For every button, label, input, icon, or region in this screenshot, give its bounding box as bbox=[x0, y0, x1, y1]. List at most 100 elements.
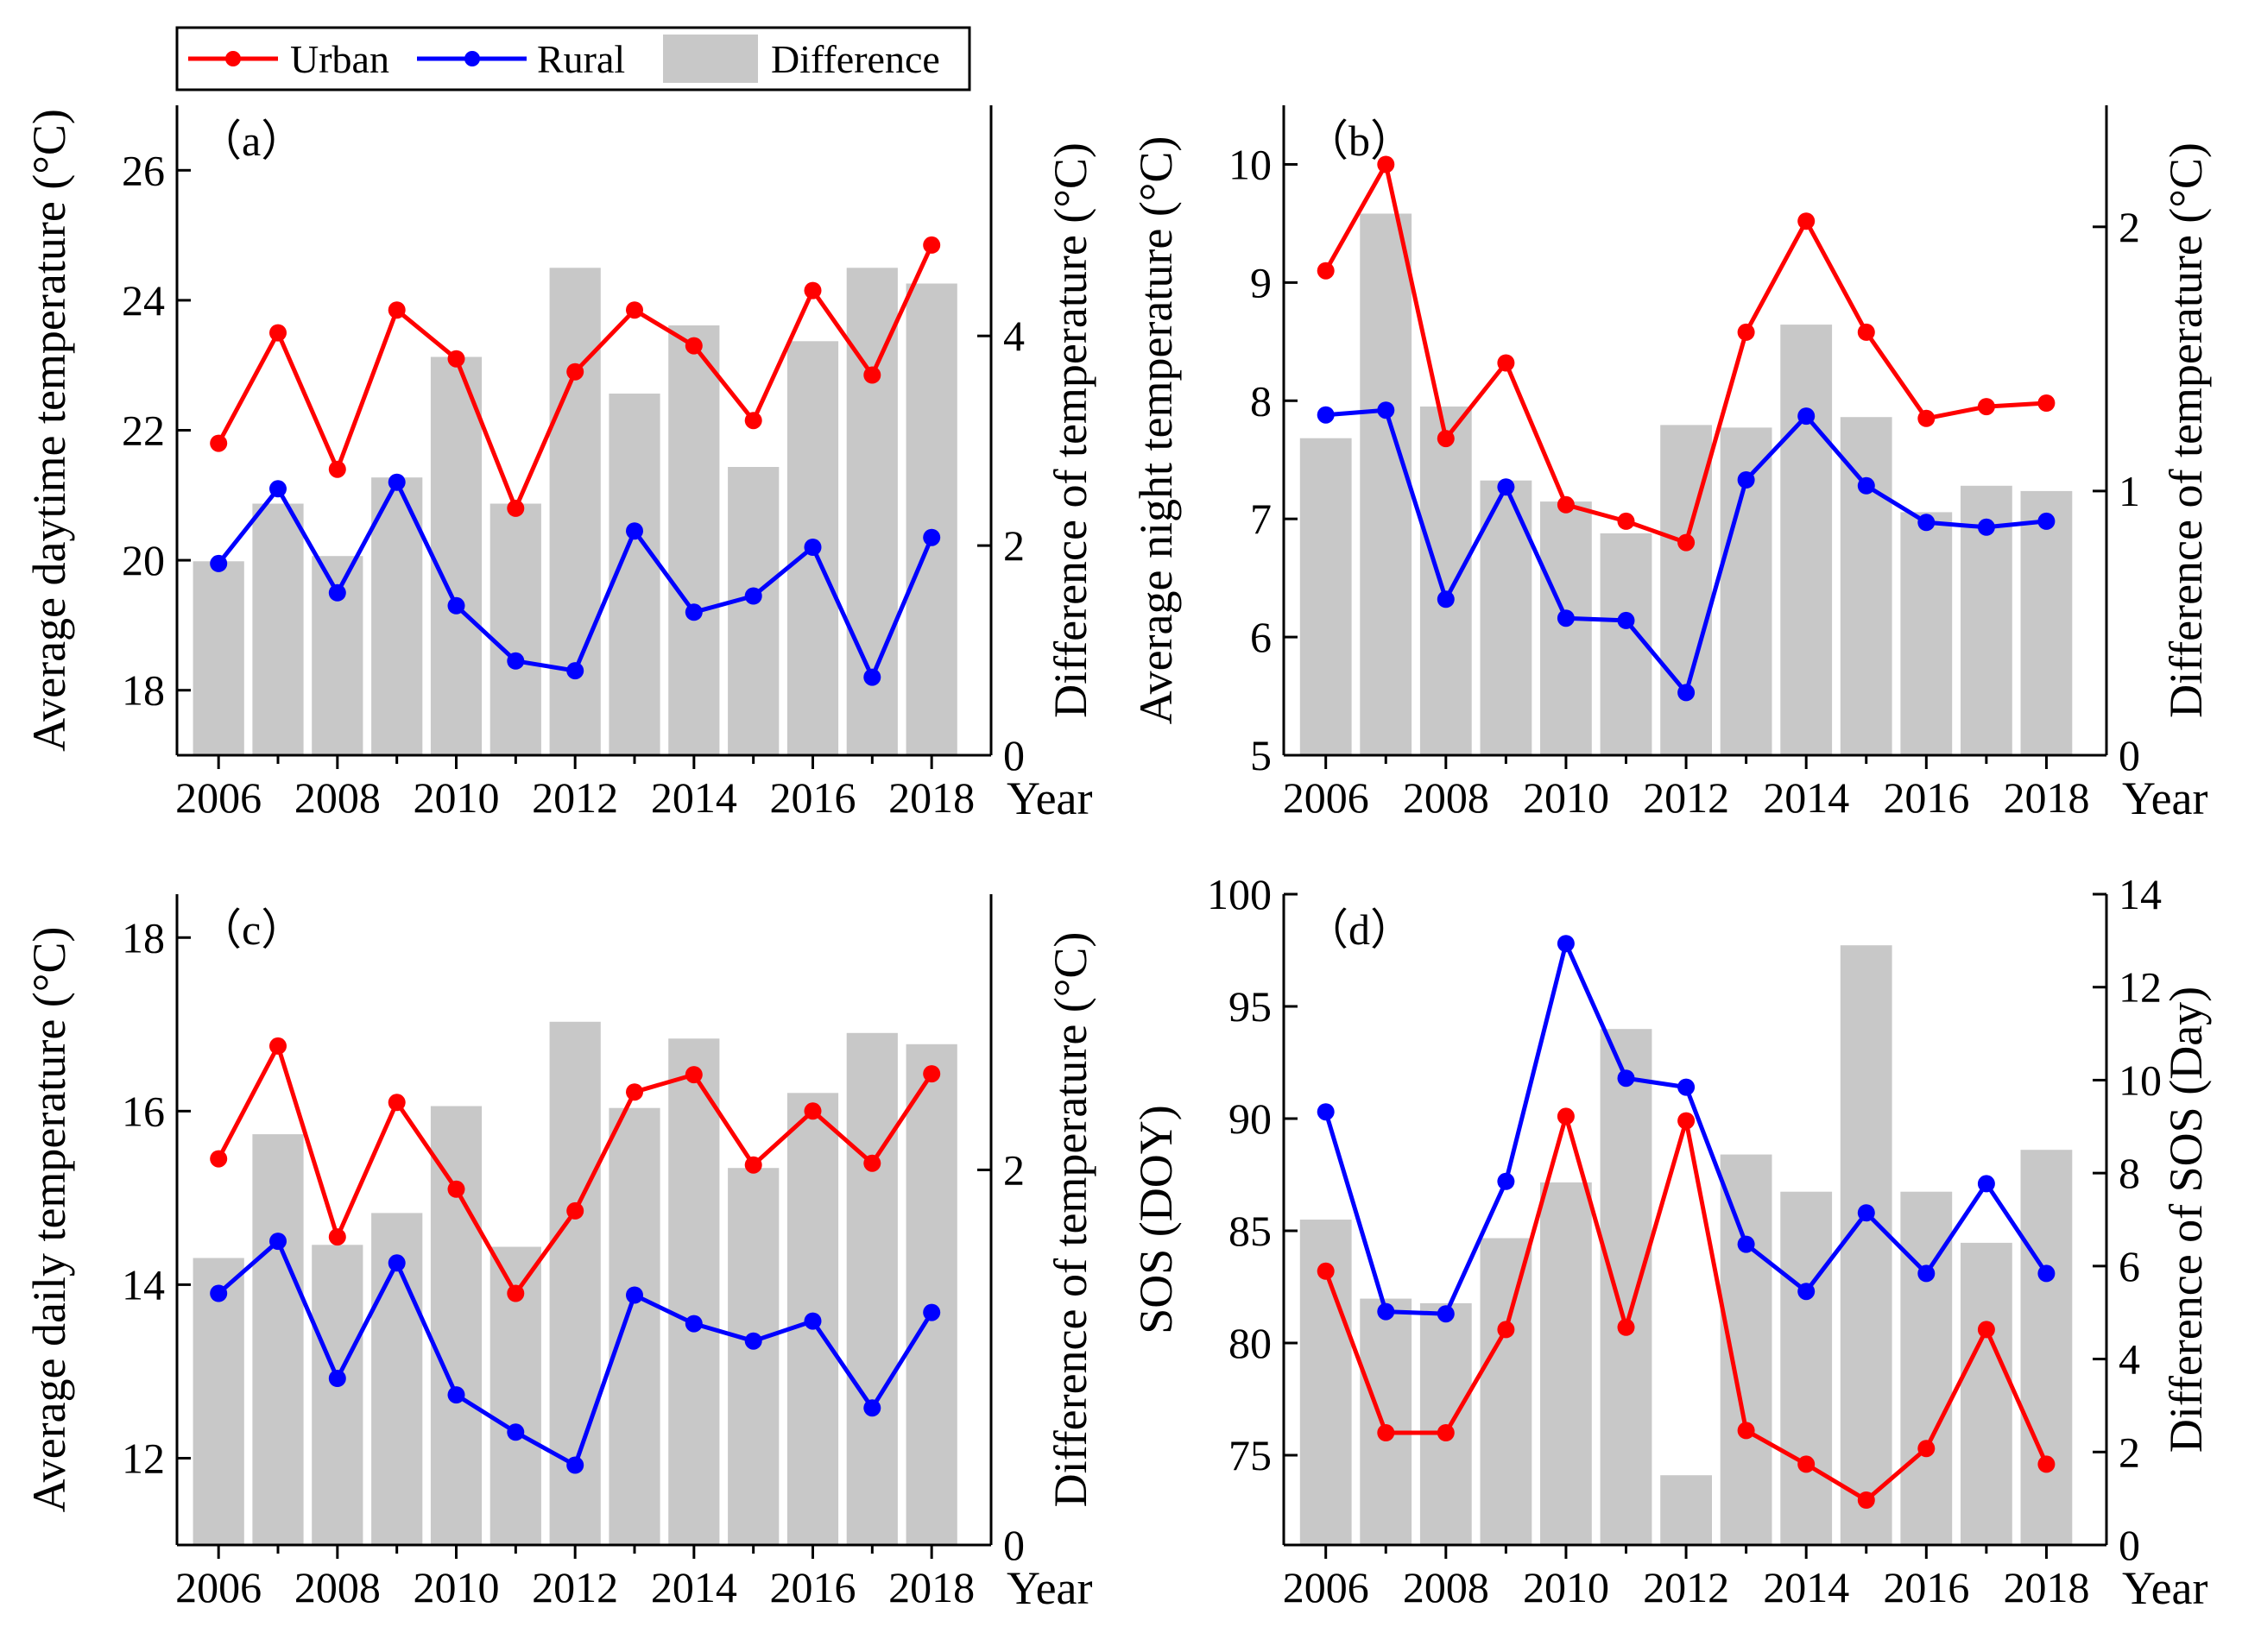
panel-a-x-tick-label-2010: 2010 bbox=[414, 773, 500, 822]
panel-c-left-tick-label: 18 bbox=[122, 913, 165, 962]
panel-c-bar-2018 bbox=[906, 1044, 957, 1545]
legend-difference-label: Difference bbox=[771, 37, 940, 81]
legend-urban-marker bbox=[225, 51, 241, 66]
panel-a-bar-2012 bbox=[549, 268, 601, 756]
panel-d-right-tick-label: 6 bbox=[2119, 1242, 2140, 1290]
panel-d-x-title: Year bbox=[2122, 1562, 2208, 1614]
panel-b-left-tick-label: 8 bbox=[1250, 376, 1272, 425]
panel-d-bars bbox=[1299, 945, 2073, 1545]
panel-a-x-tick-label-2008: 2008 bbox=[294, 773, 381, 822]
panel-d-urban-point-2014 bbox=[1797, 1455, 1816, 1473]
panel-c-rural-point-2010 bbox=[447, 1386, 465, 1404]
panel-c-urban-point-2018 bbox=[923, 1065, 941, 1083]
panel-d-x-tick-label-2018: 2018 bbox=[2003, 1563, 2089, 1611]
panel-d-bar-2018 bbox=[2020, 1150, 2073, 1545]
panel-d-bar-2014 bbox=[1780, 1191, 1833, 1545]
panel-c-urban-point-2010 bbox=[447, 1180, 465, 1198]
panel-d-right-tick-label: 10 bbox=[2119, 1056, 2162, 1104]
panel-b-urban-point-2006 bbox=[1317, 262, 1335, 280]
panel-d-left-tick-label: 85 bbox=[1228, 1207, 1272, 1255]
panel-c-urban-point-2006 bbox=[210, 1150, 228, 1168]
panel-d-rural-point-2016 bbox=[1917, 1264, 1936, 1283]
panel-b-right-tick-label: 0 bbox=[2119, 731, 2140, 779]
panel-a-urban-point-2006 bbox=[210, 434, 228, 452]
panel-a-urban-point-2016 bbox=[804, 281, 822, 300]
panel-a-urban-point-2014 bbox=[685, 337, 703, 355]
panel-d-urban-point-2013 bbox=[1737, 1422, 1755, 1440]
panel-d-right-tick-label: 12 bbox=[2119, 963, 2162, 1012]
panel-a-x-title: Year bbox=[1007, 772, 1093, 824]
panel-a-bar-2009 bbox=[371, 477, 423, 755]
panel-c-bar-2008 bbox=[312, 1245, 363, 1545]
panel-a-urban-point-2007 bbox=[269, 324, 287, 342]
panel-b-urban-point-2011 bbox=[1617, 512, 1635, 530]
panel-d-x-tick-label-2012: 2012 bbox=[1643, 1563, 1729, 1611]
panel-c-urban-point-2011 bbox=[507, 1284, 525, 1302]
panel-d-urban-point-2018 bbox=[2037, 1455, 2056, 1473]
legend-box bbox=[175, 26, 971, 91]
panel-b-ylabel-right: Difference of temperature (°C) bbox=[2160, 142, 2212, 718]
panel-a-x-tick-label-2016: 2016 bbox=[770, 773, 856, 822]
panel-a-rural-point-2008 bbox=[328, 583, 346, 602]
panel-b-urban-point-2009 bbox=[1497, 354, 1515, 372]
panel-c-ylabel-right: Difference of temperature (°C) bbox=[1045, 932, 1096, 1508]
panel-b-x-title: Year bbox=[2122, 772, 2208, 824]
panel-c-axes: 12 14 16 18 0 2 2006 2008 2010 2012 2014 2016 2018 bbox=[122, 894, 1025, 1611]
panel-b-right-tick-label: 2 bbox=[2119, 203, 2140, 251]
panel-b-bar-2018 bbox=[2020, 490, 2073, 755]
panel-d-lines bbox=[1317, 935, 2056, 1509]
panel-c-urban-point-2008 bbox=[328, 1228, 346, 1246]
panel-b-urban-point-2015 bbox=[1857, 323, 1875, 341]
panel-b-left-tick-label: 9 bbox=[1250, 258, 1272, 306]
panel-c-x-tick-label-2012: 2012 bbox=[532, 1563, 618, 1611]
panel-b-lines bbox=[1317, 155, 2056, 702]
panel-d-urban-point-2008 bbox=[1437, 1424, 1455, 1441]
panel-b-x-tick-label-2008: 2008 bbox=[1403, 773, 1489, 822]
panel-c: 12 14 16 18 0 2 2006 2008 2010 2012 2014 2016 2018 （… bbox=[23, 894, 1096, 1614]
panel-c-x-tick-label-2008: 2008 bbox=[294, 1563, 381, 1611]
panel-c-ylabel: Average daily temperature (°C) bbox=[23, 927, 75, 1513]
panel-a-bar-2010 bbox=[430, 356, 483, 755]
panel-a-urban-point-2017 bbox=[863, 366, 881, 384]
panel-d-rural-point-2007 bbox=[1377, 1302, 1395, 1321]
panel-c-rural-point-2007 bbox=[269, 1233, 287, 1251]
panel-d-rural-point-2006 bbox=[1317, 1103, 1335, 1121]
legend-rural-label: Rural bbox=[537, 37, 625, 81]
panel-a-label: （a） bbox=[199, 117, 304, 165]
panel-c-right-tick-label: 0 bbox=[1003, 1521, 1025, 1569]
panel-b-x-tick-label-2006: 2006 bbox=[1283, 773, 1369, 822]
panel-b-bar-2007 bbox=[1360, 213, 1412, 755]
panel-d-rural-point-2018 bbox=[2037, 1264, 2056, 1283]
panel-c-left-tick-label: 12 bbox=[122, 1434, 165, 1482]
panel-a-ylabel: Average daytime temperature (°C) bbox=[23, 109, 75, 752]
panel-c-x-tick-label-2010: 2010 bbox=[414, 1563, 500, 1611]
panel-d-rural-point-2013 bbox=[1737, 1235, 1755, 1253]
panel-c-rural-point-2008 bbox=[328, 1370, 346, 1387]
panel-d-urban-point-2010 bbox=[1557, 1107, 1575, 1126]
panel-a-urban-point-2008 bbox=[328, 460, 346, 478]
panel-a-urban-point-2015 bbox=[744, 412, 762, 430]
panel-b-rural-point-2011 bbox=[1617, 611, 1635, 629]
panel-b-rural-point-2009 bbox=[1497, 478, 1515, 496]
panel-a-urban-point-2013 bbox=[626, 301, 643, 319]
panel-b-rural-point-2017 bbox=[1977, 518, 1995, 536]
panel-b-urban-point-2016 bbox=[1917, 409, 1936, 427]
panel-b-rural-point-2013 bbox=[1737, 471, 1755, 489]
legend-rural-marker bbox=[464, 51, 480, 66]
panel-c-urban-point-2016 bbox=[804, 1102, 822, 1120]
panel-a-bar-2015 bbox=[728, 467, 780, 755]
panel-d-right-tick-label: 8 bbox=[2119, 1149, 2140, 1197]
panel-a-urban-point-2011 bbox=[507, 499, 525, 517]
panel-b-x-tick-label-2012: 2012 bbox=[1643, 773, 1729, 822]
panel-a-bar-2011 bbox=[489, 503, 541, 755]
panel-d-rural-point-2012 bbox=[1677, 1078, 1696, 1096]
panel-d-rural-point-2015 bbox=[1857, 1204, 1875, 1222]
panel-a-x-tick-label-2012: 2012 bbox=[532, 773, 618, 822]
panel-d-rural-point-2008 bbox=[1437, 1305, 1455, 1323]
panel-b-urban-point-2012 bbox=[1677, 533, 1696, 552]
panel-d-right-tick-label: 14 bbox=[2119, 870, 2162, 918]
panel-b-rural-point-2018 bbox=[2037, 512, 2056, 530]
panel-a-right-tick-label: 4 bbox=[1003, 312, 1025, 360]
panel-c-rural-point-2016 bbox=[804, 1312, 822, 1330]
